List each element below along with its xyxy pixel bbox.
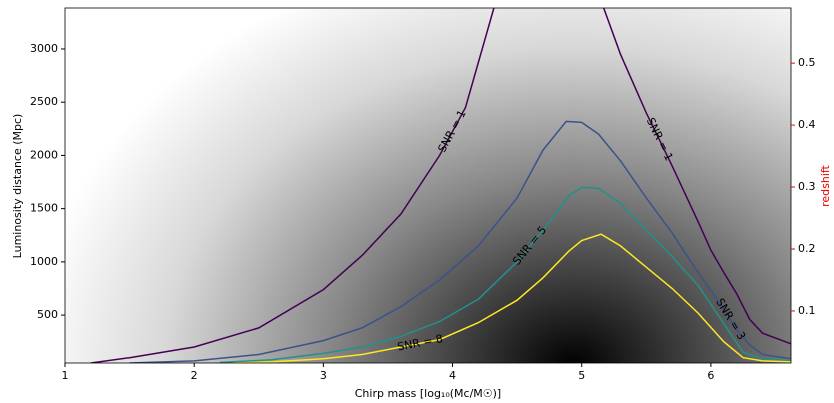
y2-tick-label: 0.5 bbox=[798, 56, 816, 69]
plot-frame bbox=[64, 7, 792, 364]
x-tick-label: 4 bbox=[449, 369, 456, 382]
y2-tick-label: 0.2 bbox=[798, 242, 816, 255]
y2-tick-label: 0.4 bbox=[798, 118, 816, 131]
contour-line bbox=[232, 233, 791, 363]
x-tick-label: 6 bbox=[707, 369, 714, 382]
y2-tick-label: 0.3 bbox=[798, 180, 816, 193]
y-tick-label: 1000 bbox=[30, 255, 58, 268]
y2-tick-label: 0.1 bbox=[798, 304, 816, 317]
y-tick-label: 2000 bbox=[30, 148, 58, 161]
x-tick-label: 3 bbox=[320, 369, 327, 382]
contour-line bbox=[219, 186, 791, 363]
y-axis-label: Luminosity distance (Mpc) bbox=[11, 114, 24, 259]
x-axis-label: Chirp mass [log₁₀(Mc/M☉)] bbox=[355, 387, 501, 400]
background-map bbox=[65, 8, 791, 363]
x-tick-label: 1 bbox=[62, 369, 69, 382]
y2-axis-label: redshift bbox=[819, 164, 832, 206]
y-tick-label: 2500 bbox=[30, 95, 58, 108]
y-tick-label: 1500 bbox=[30, 202, 58, 215]
contour-line bbox=[90, 8, 791, 363]
x-tick-label: 5 bbox=[578, 369, 585, 382]
y-tick-label: 500 bbox=[37, 308, 58, 321]
contour-line bbox=[129, 120, 791, 363]
x-tick-label: 2 bbox=[191, 369, 198, 382]
y-tick-label: 3000 bbox=[30, 42, 58, 55]
